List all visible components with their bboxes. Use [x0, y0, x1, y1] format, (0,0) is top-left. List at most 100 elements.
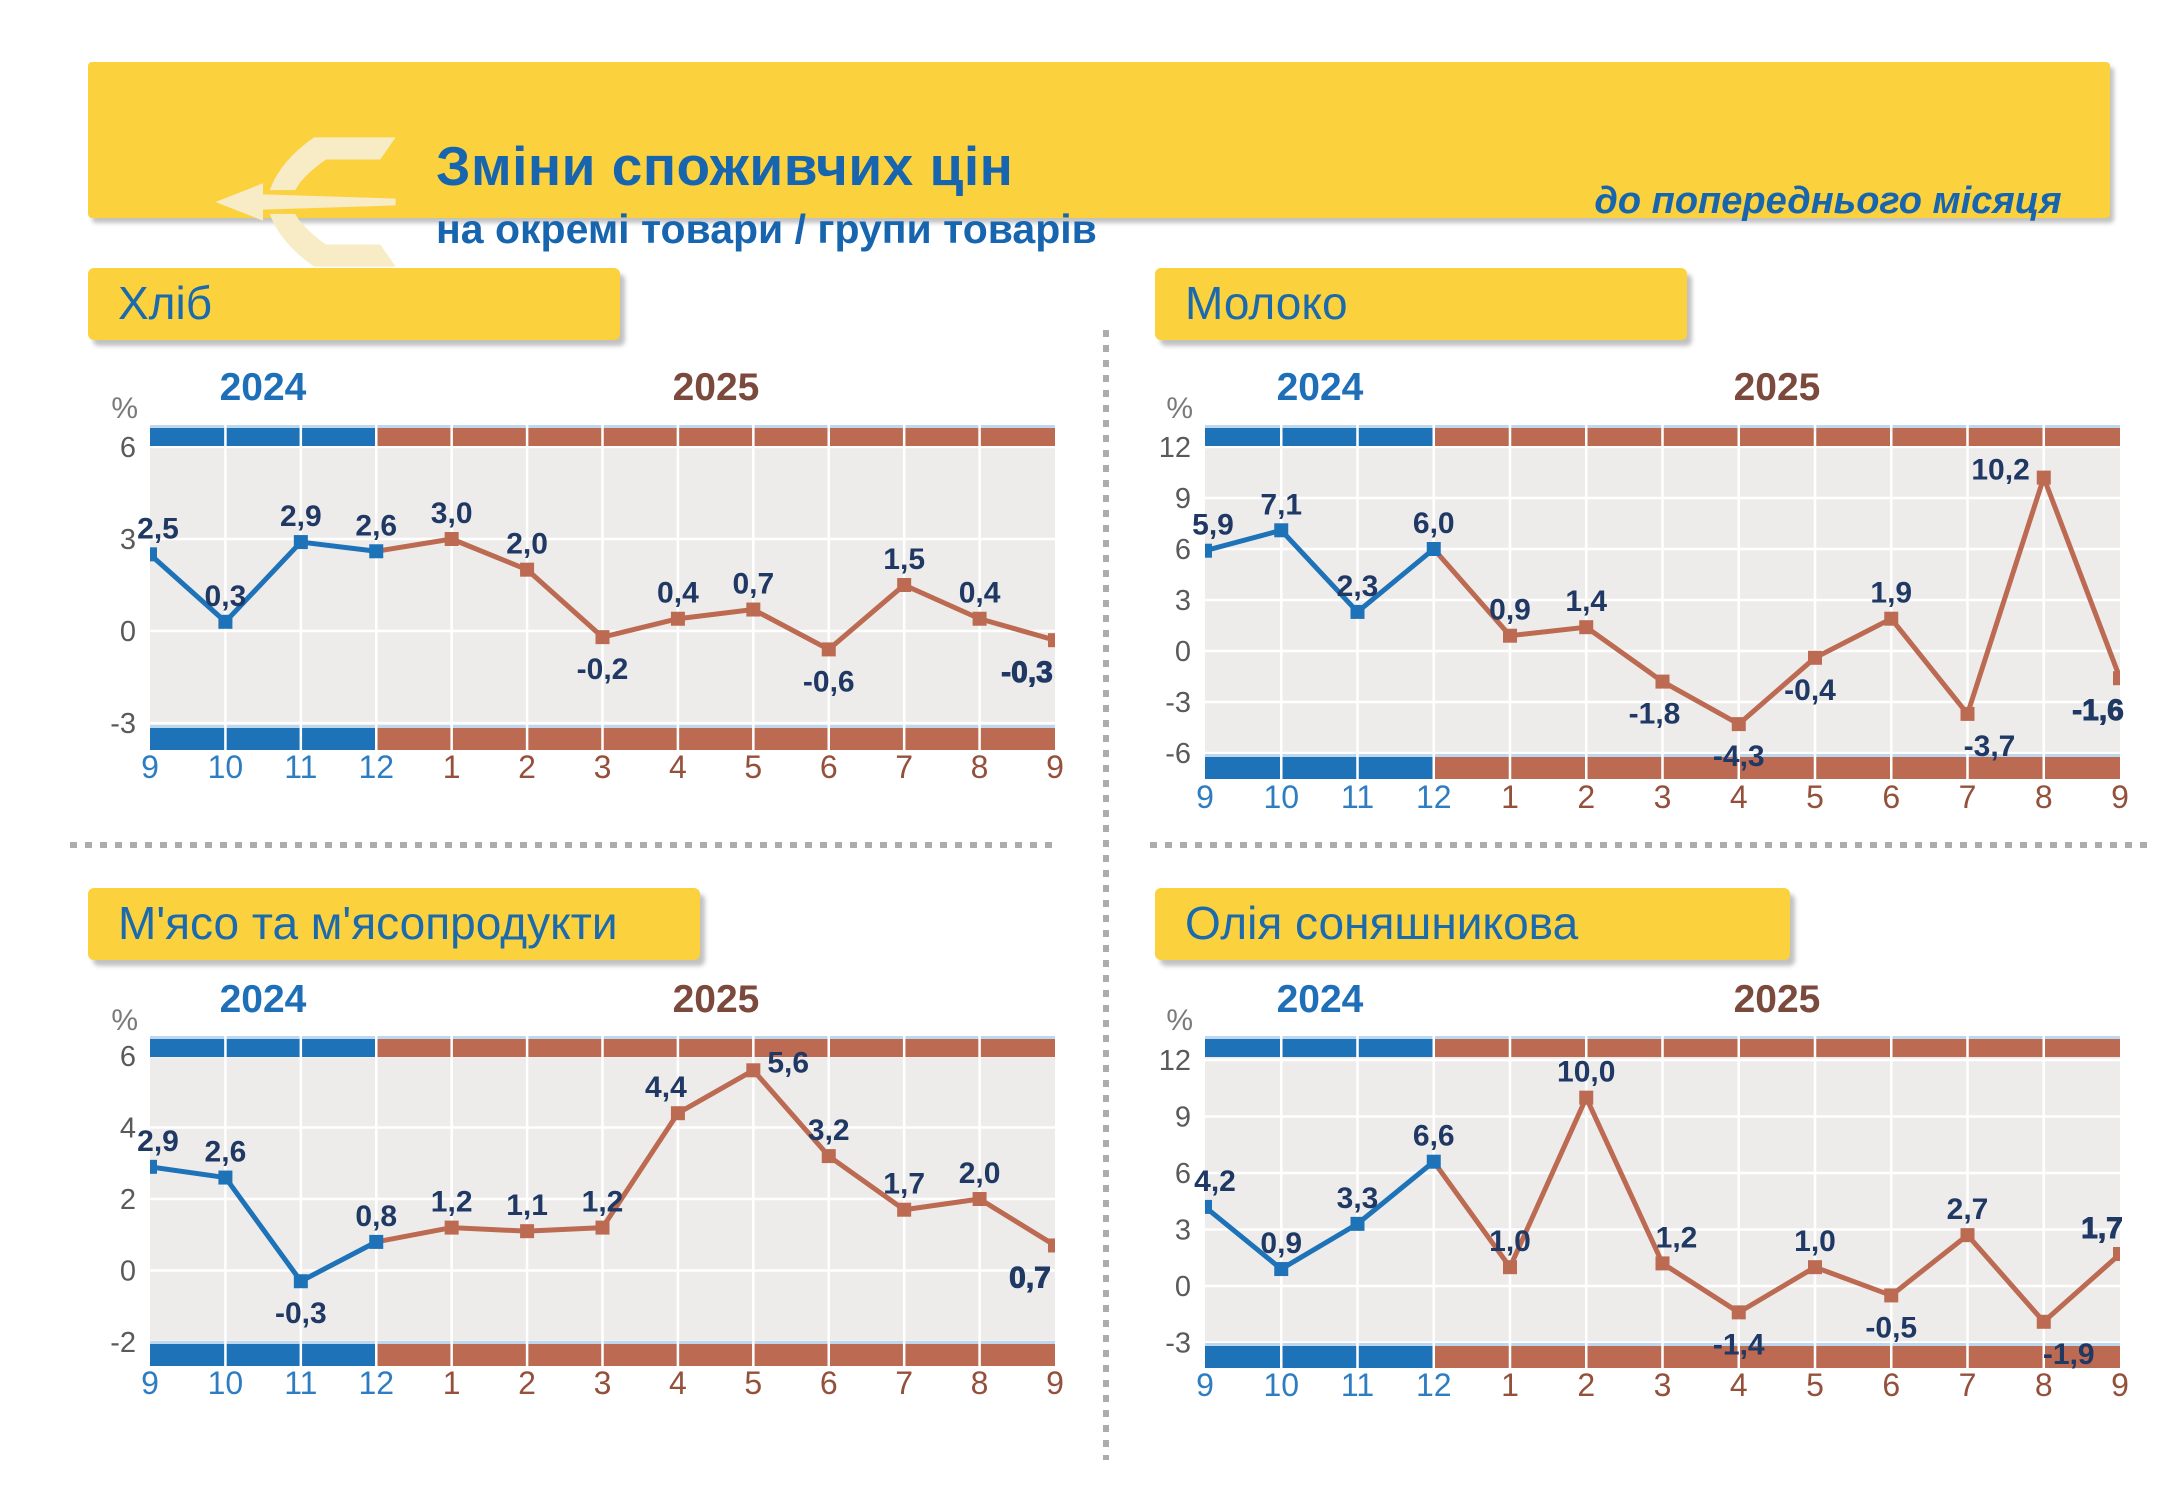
- svg-text:3: 3: [594, 749, 612, 785]
- svg-text:3,0: 3,0: [431, 497, 473, 530]
- svg-text:6: 6: [820, 749, 838, 785]
- svg-text:1,7: 1,7: [2081, 1212, 2123, 1245]
- svg-text:0,7: 0,7: [1009, 1261, 1051, 1294]
- svg-text:7: 7: [1959, 779, 1977, 815]
- chart-title-sunflower-oil: Олія соняшникова: [1155, 888, 1790, 960]
- svg-text:2,0: 2,0: [959, 1157, 1001, 1190]
- svg-text:6: 6: [1175, 534, 1191, 566]
- svg-text:8: 8: [2035, 1367, 2053, 1403]
- svg-text:2: 2: [1577, 779, 1595, 815]
- svg-text:4,2: 4,2: [1194, 1165, 1236, 1198]
- header-band: Зміни споживчих цін на окремі товари / г…: [88, 62, 2110, 267]
- svg-text:11: 11: [284, 749, 317, 785]
- svg-text:-0,3: -0,3: [275, 1297, 327, 1330]
- svg-text:8: 8: [971, 1365, 989, 1401]
- svg-text:5: 5: [744, 749, 762, 785]
- svg-text:12: 12: [1416, 779, 1452, 815]
- svg-text:11: 11: [1341, 779, 1374, 815]
- svg-text:3: 3: [594, 1365, 612, 1401]
- svg-text:-1,6: -1,6: [2072, 694, 2124, 727]
- svg-text:-1,9: -1,9: [2043, 1338, 2095, 1371]
- svg-text:0,4: 0,4: [657, 577, 699, 610]
- vertical-divider: [1103, 330, 1109, 1460]
- svg-text:2,5: 2,5: [137, 512, 179, 545]
- year-label-2024: 2024: [1276, 366, 1364, 409]
- svg-text:9: 9: [1196, 1367, 1214, 1403]
- svg-text:9: 9: [1196, 779, 1214, 815]
- svg-text:0,9: 0,9: [1489, 594, 1531, 627]
- svg-text:1,2: 1,2: [1656, 1221, 1698, 1254]
- year-label-2024: 2024: [219, 978, 307, 1021]
- statistics-service-logo-icon: [215, 137, 396, 267]
- horizontal-divider-right: [1150, 842, 2150, 848]
- svg-text:0,7: 0,7: [732, 568, 774, 601]
- svg-text:11: 11: [1341, 1367, 1374, 1403]
- svg-text:6: 6: [820, 1365, 838, 1401]
- svg-text:2,7: 2,7: [1947, 1193, 1989, 1226]
- svg-text:3: 3: [120, 524, 136, 556]
- svg-text:-2: -2: [110, 1327, 136, 1359]
- svg-text:-0,2: -0,2: [577, 653, 629, 686]
- svg-text:2,6: 2,6: [355, 509, 397, 542]
- svg-text:1: 1: [1501, 1367, 1519, 1403]
- svg-text:0: 0: [120, 1256, 136, 1288]
- svg-text:6: 6: [120, 432, 136, 464]
- svg-text:2,9: 2,9: [137, 1125, 179, 1158]
- svg-text:0: 0: [1175, 636, 1191, 668]
- horizontal-divider-left: [70, 842, 1060, 848]
- svg-text:12: 12: [1159, 1045, 1191, 1077]
- svg-text:3,3: 3,3: [1337, 1182, 1379, 1215]
- svg-text:2: 2: [120, 1184, 136, 1216]
- year-label-2025: 2025: [672, 366, 760, 409]
- svg-text:-3: -3: [110, 708, 136, 740]
- y-axis-unit: %: [111, 392, 138, 425]
- svg-text:12: 12: [358, 1365, 394, 1401]
- svg-text:-0,4: -0,4: [1784, 674, 1836, 707]
- comparison-note: до попереднього місяця: [1594, 180, 2062, 222]
- year-label-2025: 2025: [672, 978, 760, 1021]
- svg-text:10: 10: [1263, 1367, 1299, 1403]
- svg-text:8: 8: [2035, 779, 2053, 815]
- svg-text:0: 0: [1175, 1271, 1191, 1303]
- svg-text:5,9: 5,9: [1192, 509, 1234, 542]
- svg-text:1: 1: [1501, 779, 1519, 815]
- svg-text:-3,7: -3,7: [1964, 730, 2016, 763]
- svg-text:-1,8: -1,8: [1629, 698, 1681, 731]
- svg-text:5: 5: [744, 1365, 762, 1401]
- svg-text:6: 6: [1882, 1367, 1900, 1403]
- svg-text:-0,6: -0,6: [803, 665, 855, 698]
- svg-text:2,9: 2,9: [280, 500, 322, 533]
- svg-text:0,9: 0,9: [1260, 1227, 1302, 1260]
- svg-text:1,2: 1,2: [431, 1186, 473, 1219]
- svg-text:3: 3: [1654, 1367, 1672, 1403]
- svg-text:7: 7: [895, 749, 913, 785]
- svg-text:10,2: 10,2: [1971, 454, 2029, 487]
- svg-text:0,3: 0,3: [205, 580, 247, 613]
- svg-text:11: 11: [284, 1365, 317, 1401]
- svg-text:-0,3: -0,3: [1001, 656, 1053, 689]
- svg-text:2: 2: [1577, 1367, 1595, 1403]
- svg-text:5: 5: [1806, 1367, 1824, 1403]
- chart-meat: 2,9 2,6 -0,3 0,8 1,2 1,1 1,2 4,4 5,6 3,2 1,7 2,0 0,7…: [110, 1036, 1064, 1401]
- page-title: Зміни споживчих цін: [436, 135, 1014, 197]
- svg-text:10: 10: [1263, 779, 1299, 815]
- svg-text:3: 3: [1654, 779, 1672, 815]
- svg-text:6,6: 6,6: [1413, 1120, 1455, 1153]
- svg-text:9: 9: [1175, 483, 1191, 515]
- svg-text:1,5: 1,5: [883, 543, 925, 576]
- svg-text:2: 2: [518, 749, 536, 785]
- year-label-2024: 2024: [219, 366, 307, 409]
- y-axis-unit: %: [1166, 1004, 1193, 1037]
- svg-text:2,0: 2,0: [506, 528, 548, 561]
- svg-text:6: 6: [1882, 779, 1900, 815]
- svg-text:0,4: 0,4: [959, 577, 1001, 610]
- svg-text:5,6: 5,6: [767, 1046, 809, 1079]
- svg-text:1,7: 1,7: [883, 1168, 925, 1201]
- svg-text:9: 9: [1046, 749, 1064, 785]
- svg-text:4: 4: [120, 1113, 136, 1145]
- svg-text:6: 6: [1175, 1158, 1191, 1190]
- chart-sunflower-oil: 4,2 0,9 3,3 6,6 1,0 10,0 1,2 -1,4 1,0 -0,5 2,7 -1,9…: [1159, 1036, 2129, 1403]
- page-subtitle: на окремі товари / групи товарів: [436, 206, 1097, 252]
